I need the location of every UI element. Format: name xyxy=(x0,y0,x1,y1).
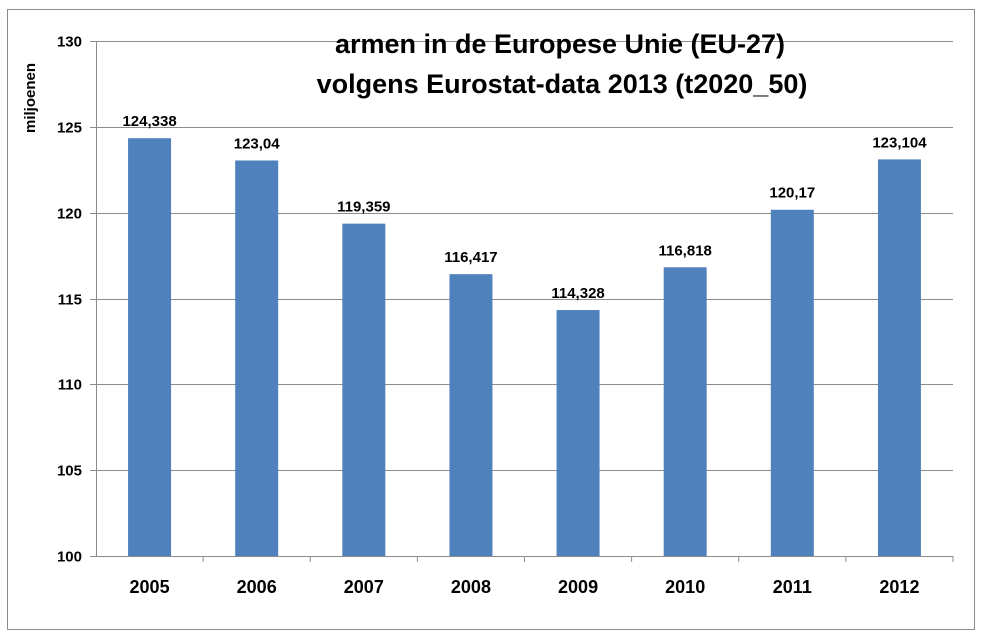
y-tick-label: 100 xyxy=(57,549,82,566)
data-label: 119,359 xyxy=(337,199,390,216)
y-tick-label: 130 xyxy=(57,34,82,51)
x-tick-label: 2006 xyxy=(237,577,277,597)
bar-2005 xyxy=(128,138,172,556)
chart-area xyxy=(7,9,975,630)
data-label: 124,338 xyxy=(122,113,176,130)
bar-2007 xyxy=(342,223,386,556)
chart-title-line1: armen in de Europese Unie (EU-27) xyxy=(335,29,785,59)
bar-2006 xyxy=(235,160,279,557)
bar-2010 xyxy=(663,267,707,556)
y-tick-label: 105 xyxy=(57,463,82,480)
data-label: 116,818 xyxy=(658,242,711,259)
bar-2011 xyxy=(770,209,814,556)
bar-2008 xyxy=(449,274,493,556)
bar-2012 xyxy=(877,159,921,556)
data-label: 123,04 xyxy=(234,135,281,152)
y-tick-label: 110 xyxy=(58,377,82,394)
x-tick-label: 2012 xyxy=(879,577,919,597)
x-tick-label: 2010 xyxy=(665,577,705,597)
x-tick-label: 2005 xyxy=(130,577,170,597)
x-tick-label: 2011 xyxy=(773,577,812,597)
y-tick-label: 115 xyxy=(58,292,82,309)
y-tick-label: 125 xyxy=(57,120,82,137)
data-label: 123,104 xyxy=(872,134,927,151)
x-tick-label: 2009 xyxy=(558,577,598,597)
y-axis-label: miljoenen xyxy=(22,63,39,133)
data-label: 120,17 xyxy=(769,185,815,202)
x-tick-label: 2008 xyxy=(451,577,491,597)
chart-title-line2: volgens Eurostat-data 2013 (t2020_50) xyxy=(317,69,808,99)
data-label: 114,328 xyxy=(551,285,604,302)
bar-2009 xyxy=(556,310,600,556)
data-label: 116,417 xyxy=(444,249,497,266)
y-tick-label: 120 xyxy=(57,206,82,223)
x-tick-label: 2007 xyxy=(344,577,384,597)
